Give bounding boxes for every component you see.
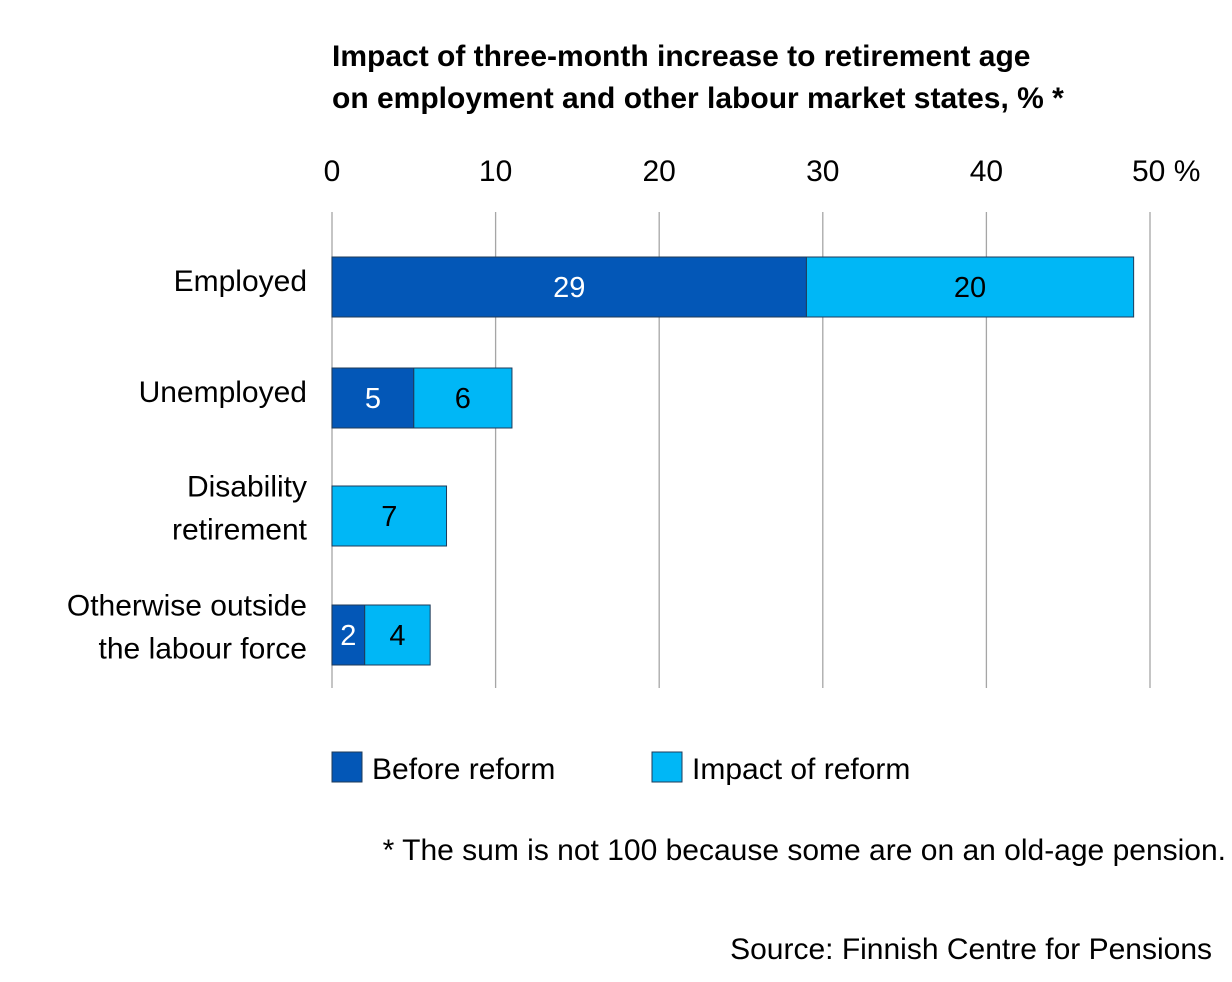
category-label: Disability [187,471,307,504]
x-tick-label: 20 [643,155,676,188]
bar-segment [413,367,513,429]
legend-swatch [651,751,683,783]
bar-segment [331,604,366,666]
category-label: Unemployed [139,376,307,409]
category-labels: Employed Unemployed Disability retirement Ot… [67,265,308,666]
data-label: 29 [553,272,585,304]
chart-title: Impact of three-month increase to retire… [332,40,1064,115]
bars: 29 20 5 6 7 2 4 [331,256,1135,666]
legend-label: Before reform [372,753,555,786]
bar-segment [364,604,431,666]
x-tick-label: 40 [970,155,1003,188]
legend-label: Impact of reform [692,753,910,786]
x-tick-label: 30 [806,155,839,188]
bar-segment [331,485,448,547]
bar-segment [331,256,807,318]
category-label: Employed [174,265,307,298]
data-label: 20 [954,272,986,304]
source-note: Source: Finnish Centre for Pensions [730,933,1212,966]
legend: Before reform Impact of reform [331,751,910,786]
x-tick-label: 10 [479,155,512,188]
category-label: retirement [172,514,308,547]
legend-swatch [331,751,363,783]
x-tick-label: 0 [324,155,341,188]
chart-title-line: Impact of three-month increase to retire… [332,40,1031,73]
data-label: 4 [389,620,405,652]
data-label: 2 [340,620,356,652]
data-label: 5 [365,383,381,415]
data-label: 7 [381,501,397,533]
category-label: the labour force [99,633,307,666]
x-tick-label: 50 % [1132,155,1200,188]
category-label: Otherwise outside [67,590,307,623]
x-axis-ticks: 0 10 20 30 40 50 % [324,155,1201,188]
bar-segment [805,256,1135,318]
footnote: * The sum is not 100 because some are on… [383,834,1226,867]
data-label: 6 [455,383,471,415]
chart-title-line: on employment and other labour market st… [332,82,1064,115]
